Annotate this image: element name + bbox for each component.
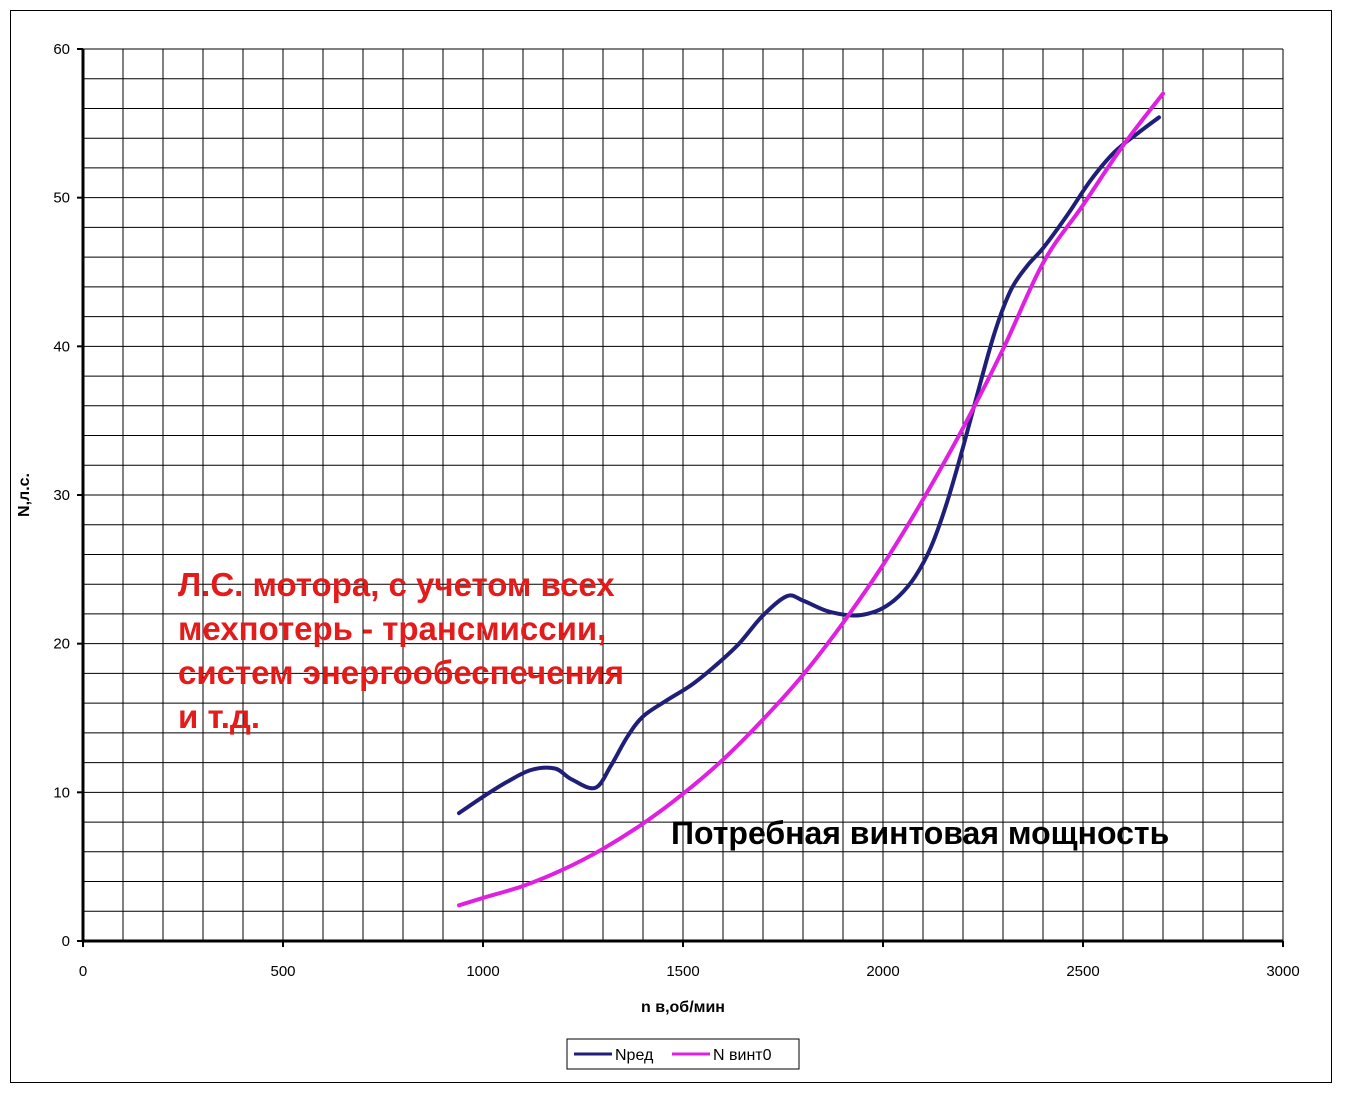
y-tick-label: 20 xyxy=(53,636,70,653)
annotation-line: Л.С. мотора, с учетом всех xyxy=(178,566,615,603)
x-tick-label: 3000 xyxy=(1266,963,1299,980)
x-tick-label: 2000 xyxy=(866,963,899,980)
series-line-nred xyxy=(457,115,1161,816)
x-tick-labels: 0 500 1000 1500 2000 2500 3000 xyxy=(79,963,1300,980)
axes xyxy=(77,48,1284,947)
legend: Nред N винт0 xyxy=(566,1038,800,1070)
y-tick-label: 40 xyxy=(53,338,70,355)
series-lines xyxy=(457,91,1165,908)
y-tick-label: 30 xyxy=(53,487,70,504)
grid-lines xyxy=(82,48,1284,942)
series-line-nvint xyxy=(457,91,1165,908)
x-tick-label: 2500 xyxy=(1066,963,1099,980)
x-tick-label: 500 xyxy=(270,963,295,980)
y-tick-label: 60 xyxy=(53,41,70,58)
annotation-required-power: Потребная винтовая мощность xyxy=(671,815,1169,851)
legend-label-nred: Nред xyxy=(615,1047,654,1064)
legend-label-nvint: N винт0 xyxy=(713,1047,772,1064)
x-tick-label: 1000 xyxy=(466,963,499,980)
y-tick-label: 0 xyxy=(62,933,70,950)
x-tick-label: 1500 xyxy=(666,963,699,980)
annotation-engine-power: Л.С. мотора, с учетом всех мехпотерь - т… xyxy=(178,566,624,735)
y-tick-labels: 0 10 20 30 40 50 60 xyxy=(53,41,70,950)
chart-frame xyxy=(10,10,1332,1083)
y-tick-label: 50 xyxy=(53,190,70,207)
x-tick-label: 0 xyxy=(79,963,87,980)
y-axis-label: N,л.с. xyxy=(16,473,33,517)
annotation-line: мехпотерь - трансмиссии, xyxy=(178,610,606,647)
annotation-line: и т.д. xyxy=(178,698,260,735)
annotation-line: систем энергообеспечения xyxy=(178,654,624,691)
y-tick-label: 10 xyxy=(53,784,70,801)
x-axis-label: n в,об/мин xyxy=(641,999,725,1016)
